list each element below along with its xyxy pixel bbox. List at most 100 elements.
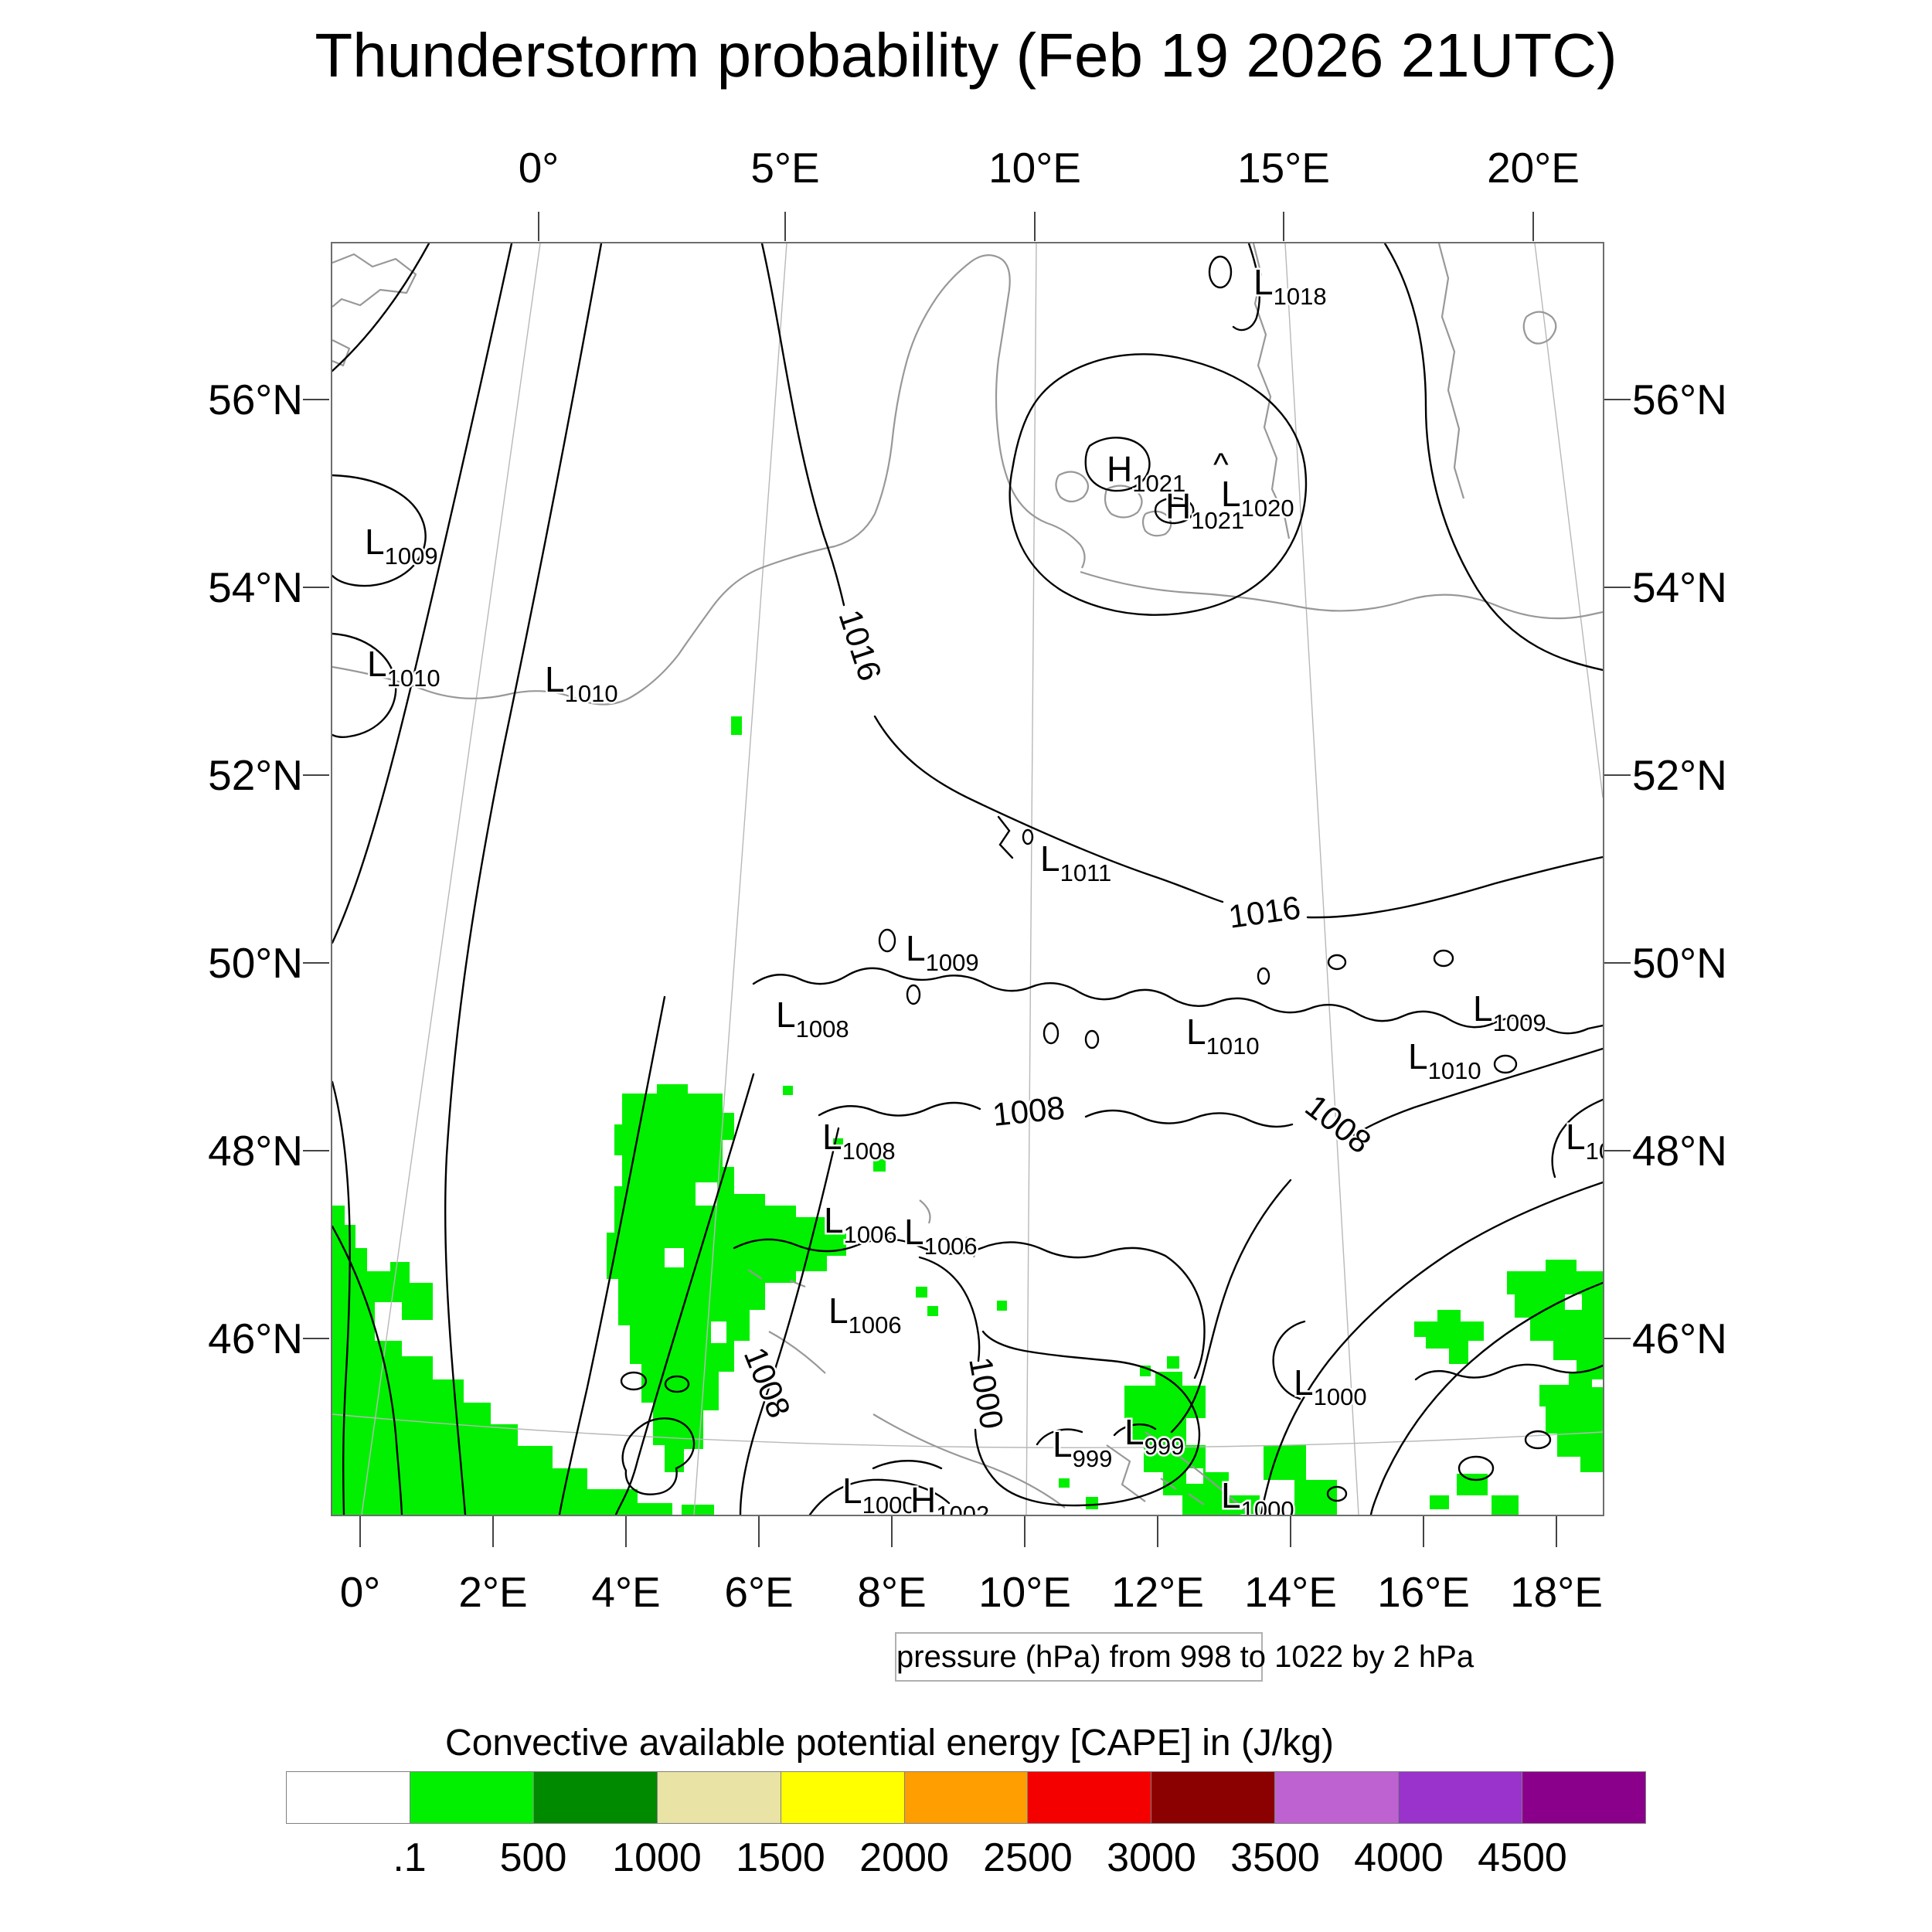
pressure-center-label: L1009 xyxy=(365,522,438,570)
bottom-axis-label: 0° xyxy=(339,1568,381,1616)
pressure-center-label: H xyxy=(1341,1513,1366,1515)
left-axis-tick xyxy=(303,962,329,964)
isobar-value-label: 1008 xyxy=(991,1089,1066,1133)
top-axis-label: 15°E xyxy=(1237,144,1330,192)
isobar-value-label: ^ xyxy=(1213,446,1229,482)
bottom-axis-tick xyxy=(891,1516,893,1547)
colorbar-cell xyxy=(1151,1772,1276,1823)
right-axis-label: 50°N xyxy=(1632,939,1727,987)
pressure-center-label: L1009 xyxy=(906,928,979,976)
top-axis-label: 5°E xyxy=(750,144,820,192)
colorbar-cell xyxy=(287,1772,410,1823)
isobar-1000-loop xyxy=(918,1256,1201,1507)
coast-adriatic xyxy=(768,1331,1247,1512)
right-axis-tick xyxy=(1604,399,1631,400)
graticule xyxy=(332,243,1603,1515)
colorbar-tick-label: 2000 xyxy=(859,1835,949,1880)
right-axis-tick xyxy=(1604,774,1631,776)
colorbar-tick-label: 1500 xyxy=(736,1835,825,1880)
isobar-value-label: 1008 xyxy=(1298,1087,1378,1161)
isobar-1018 xyxy=(1383,243,1603,672)
colorbar-cell xyxy=(904,1772,1029,1823)
top-axis-tick xyxy=(538,212,539,241)
cape-legend-title: Convective available potential energy [C… xyxy=(445,1723,1334,1764)
colorbar-cell xyxy=(657,1772,781,1823)
isobar-value-label: 1016 xyxy=(1226,889,1303,935)
cape-patch-italy xyxy=(1124,1372,1260,1515)
top-axis-label: 0° xyxy=(518,144,560,192)
colorbar-tick-label: 3500 xyxy=(1230,1835,1320,1880)
bottom-axis-tick xyxy=(1024,1516,1026,1547)
pressure-center-label: L1000 xyxy=(842,1471,916,1515)
pressure-center-label: L1010 xyxy=(545,659,618,707)
bottom-axis-tick xyxy=(1290,1516,1291,1547)
isobar-value-label: 1000 xyxy=(962,1354,1011,1431)
isobar-value-label: 1008 xyxy=(737,1342,798,1423)
bottom-axis-tick xyxy=(1556,1516,1557,1547)
left-axis-tick xyxy=(303,774,329,776)
bottom-axis-label: 12°E xyxy=(1111,1568,1204,1616)
colorbar-tick-label: 4000 xyxy=(1354,1835,1444,1880)
isobar-value-label: 1016 xyxy=(832,605,889,685)
pressure-center-label: L1010 xyxy=(1186,1012,1260,1060)
cape-patch-east-1 xyxy=(1414,1310,1484,1364)
isobar-1020-loop xyxy=(1009,353,1308,616)
bottom-axis-label: 6°E xyxy=(724,1568,794,1616)
colorbar-cell xyxy=(1522,1772,1645,1823)
pressure-center-label: L1000 xyxy=(1221,1475,1294,1515)
bottom-axis-label: 4°E xyxy=(591,1568,661,1616)
pressure-range-note: pressure (hPa) from 998 to 1022 by 2 hPa xyxy=(895,1632,1474,1682)
page-title: Thunderstorm probability (Feb 19 2026 21… xyxy=(315,21,1617,90)
right-axis-label: 56°N xyxy=(1632,376,1727,423)
bottom-axis-label: 2°E xyxy=(458,1568,528,1616)
map-frame: L1018 H1021 H1021 L1020 ^ L1009 L1010 L1010 L101… xyxy=(331,242,1604,1516)
bottom-axis-tick xyxy=(625,1516,627,1547)
cape-patch-southwest xyxy=(332,1206,672,1515)
coast-channel-denmark xyxy=(332,253,1086,706)
colorbar-tick-label: 3000 xyxy=(1107,1835,1196,1880)
pressure-center-label: H1002 xyxy=(910,1480,989,1515)
colorbar-tick-label: 1000 xyxy=(612,1835,702,1880)
pressure-center-label: L1006 xyxy=(904,1212,978,1260)
right-axis-tick xyxy=(1604,962,1631,964)
isobar-1006-band xyxy=(733,1238,1206,1379)
top-axis-tick xyxy=(1034,212,1036,241)
cape-patch-east-2 xyxy=(1507,1260,1603,1379)
cape-patch-central xyxy=(607,1084,846,1472)
pressure-center-label: L1008 xyxy=(822,1117,896,1165)
right-axis-label: 54°N xyxy=(1632,563,1727,611)
colorbar-tick-label: 2500 xyxy=(983,1835,1073,1880)
left-axis-tick xyxy=(303,399,329,400)
bottom-axis-tick xyxy=(1157,1516,1158,1547)
colorbar-tick-label: 4500 xyxy=(1478,1835,1567,1880)
left-axis-label: 54°N xyxy=(208,563,303,611)
bottom-axis-tick xyxy=(492,1516,494,1547)
left-axis-label: 48°N xyxy=(208,1127,303,1175)
top-axis-label: 10°E xyxy=(988,144,1081,192)
right-axis-label: 52°N xyxy=(1632,751,1727,799)
left-axis-label: 52°N xyxy=(208,751,303,799)
left-axis-label: 50°N xyxy=(208,939,303,987)
bottom-axis-tick xyxy=(1423,1516,1424,1547)
bottom-axis-tick xyxy=(359,1516,361,1547)
bottom-axis-label: 14°E xyxy=(1244,1568,1337,1616)
coastline-layer xyxy=(332,243,1603,1512)
right-axis-tick xyxy=(1604,1150,1631,1151)
colorbar-tick-label: 500 xyxy=(499,1835,567,1880)
colorbar-cell xyxy=(533,1772,658,1823)
pressure-center-label: L1010 xyxy=(1408,1036,1481,1084)
bottom-axis-label: 8°E xyxy=(857,1568,927,1616)
pressure-center-label: L1018 xyxy=(1253,262,1327,310)
top-axis-tick xyxy=(1532,212,1534,241)
colorbar-cell xyxy=(410,1772,534,1823)
left-axis-label: 56°N xyxy=(208,376,303,423)
isobar-1016 xyxy=(760,243,845,607)
pressure-center-label: L1008 xyxy=(1566,1117,1603,1165)
right-axis-label: 48°N xyxy=(1632,1127,1727,1175)
top-axis-label: 20°E xyxy=(1487,144,1580,192)
left-axis-label: 46°N xyxy=(208,1315,303,1362)
bottom-axis-tick xyxy=(758,1516,760,1547)
isobar-mid-band xyxy=(752,967,1603,1035)
